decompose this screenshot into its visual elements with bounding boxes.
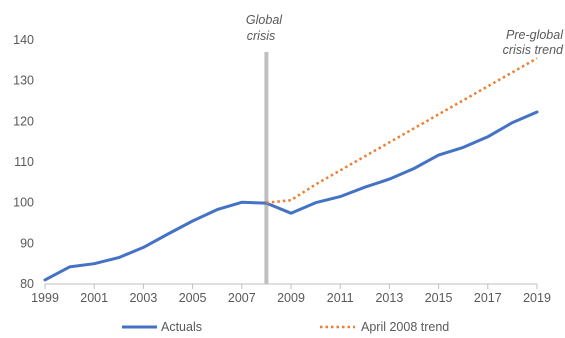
- x-tick-label: 2007: [228, 291, 256, 305]
- crisis-annotation-line2: crisis: [247, 29, 275, 43]
- axes: 80 90 100 110 120 130 140 1999 2001 2003 2005 2007 2…: [13, 33, 551, 305]
- x-tick-label: 2003: [129, 291, 157, 305]
- y-tick-label: 80: [20, 277, 34, 291]
- legend-label-actuals: Actuals: [161, 320, 202, 334]
- series-line-trend: [266, 57, 538, 204]
- x-tick-label: 2019: [523, 291, 551, 305]
- x-tick-label: 2011: [327, 291, 354, 305]
- y-tick-label: 130: [13, 74, 34, 88]
- x-tick-label: 2009: [277, 291, 305, 305]
- y-tick-label: 120: [13, 114, 34, 128]
- y-tick-label: 90: [20, 236, 34, 250]
- x-tick-label: 2013: [375, 291, 403, 305]
- x-tick-label: 2017: [474, 291, 502, 305]
- crisis-annotation-line1: Global: [246, 13, 283, 27]
- y-tick-label: 110: [14, 155, 34, 169]
- series-group: [43, 57, 539, 282]
- trend-annotation-line2: crisis trend: [503, 43, 564, 57]
- x-tick-label: 1999: [31, 291, 59, 305]
- series-line-actuals: [43, 110, 539, 282]
- x-tick-label: 2005: [179, 291, 207, 305]
- y-tick-label: 140: [13, 33, 34, 47]
- legend-label-trend: April 2008 trend: [361, 320, 449, 334]
- trend-annotation-line1: Pre-global: [506, 28, 564, 42]
- y-tick-label: 100: [13, 196, 34, 210]
- legend: Actuals April 2008 trend: [122, 320, 449, 334]
- x-tick-label: 2015: [425, 291, 453, 305]
- annotations: Global crisis Pre-global crisis trend: [246, 13, 564, 57]
- x-tick-label: 2001: [80, 291, 108, 305]
